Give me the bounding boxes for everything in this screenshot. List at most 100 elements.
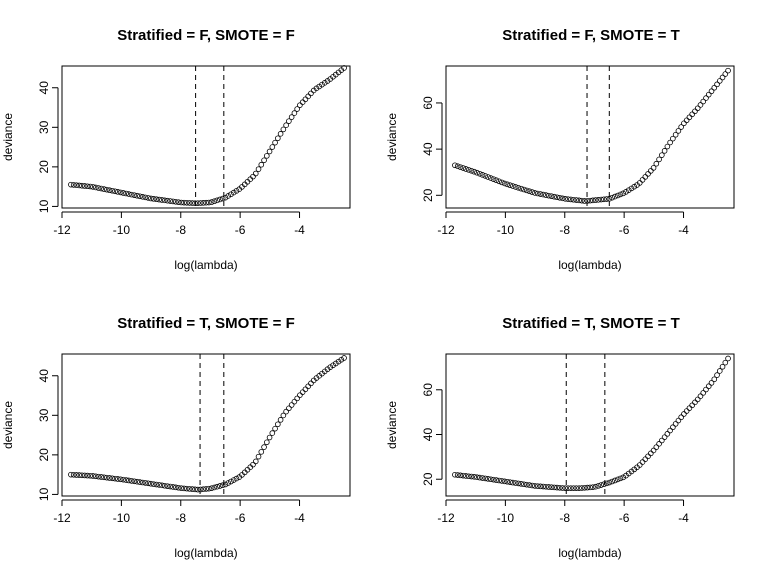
deviance-point bbox=[573, 485, 580, 491]
deviance-point bbox=[501, 478, 508, 485]
chart-title: Stratified = F, SMOTE = F bbox=[117, 27, 295, 44]
deviance-point bbox=[659, 152, 665, 158]
deviance-point bbox=[551, 193, 558, 200]
deviance-point bbox=[460, 165, 466, 171]
deviance-point bbox=[581, 484, 588, 491]
deviance-point bbox=[689, 402, 695, 409]
deviance-point bbox=[319, 81, 325, 88]
deviance-point bbox=[532, 483, 538, 489]
deviance-point bbox=[534, 190, 541, 197]
deviance-point bbox=[308, 380, 314, 387]
deviance-point bbox=[471, 474, 478, 480]
y-tick-label: 40 bbox=[421, 142, 435, 156]
plot-frame bbox=[61, 65, 351, 209]
deviance-point bbox=[526, 482, 533, 488]
deviance-point bbox=[305, 383, 311, 390]
y-axis-label: deviance bbox=[385, 401, 399, 449]
deviance-point bbox=[101, 474, 107, 481]
deviance-point bbox=[181, 485, 187, 492]
deviance-point bbox=[452, 162, 458, 169]
deviance-point bbox=[170, 484, 176, 490]
deviance-point bbox=[153, 196, 160, 203]
deviance-point bbox=[233, 475, 240, 482]
deviance-point bbox=[203, 199, 209, 206]
deviance-point bbox=[288, 402, 295, 408]
deviance-point bbox=[321, 80, 328, 86]
deviance-point bbox=[335, 358, 342, 365]
deviance-point bbox=[705, 91, 712, 98]
deviance-point bbox=[722, 359, 729, 366]
plot-frame bbox=[445, 353, 735, 497]
y-axis-label: deviance bbox=[1, 113, 15, 161]
deviance-point bbox=[667, 139, 673, 146]
deviance-point bbox=[614, 476, 621, 483]
y-tick-label: 20 bbox=[421, 188, 435, 202]
deviance-point bbox=[291, 398, 298, 405]
deviance-point bbox=[250, 173, 256, 180]
deviance-point bbox=[128, 191, 135, 198]
deviance-point bbox=[642, 456, 649, 462]
chart-title: Stratified = F, SMOTE = T bbox=[502, 27, 680, 44]
deviance-point bbox=[468, 473, 475, 480]
deviance-point bbox=[87, 183, 94, 190]
deviance-point bbox=[103, 474, 110, 481]
deviance-point bbox=[117, 476, 124, 483]
deviance-point bbox=[145, 480, 151, 487]
deviance-point bbox=[255, 166, 262, 172]
deviance-point bbox=[664, 143, 671, 150]
deviance-point bbox=[700, 98, 707, 105]
deviance-point bbox=[159, 482, 165, 489]
deviance-point bbox=[189, 486, 196, 492]
deviance-point bbox=[81, 183, 88, 189]
deviance-point bbox=[330, 362, 336, 369]
deviance-point bbox=[457, 472, 464, 479]
deviance-point bbox=[650, 165, 657, 171]
deviance-point bbox=[134, 478, 140, 485]
deviance-point bbox=[496, 477, 502, 484]
x-tick-label: -6 bbox=[619, 223, 630, 237]
deviance-point bbox=[92, 473, 99, 480]
deviance-point bbox=[137, 193, 143, 200]
deviance-point bbox=[565, 196, 571, 202]
deviance-point bbox=[457, 164, 464, 170]
deviance-point bbox=[299, 389, 306, 395]
deviance-point bbox=[515, 480, 522, 487]
deviance-point bbox=[656, 156, 662, 163]
deviance-point bbox=[463, 473, 469, 479]
panel-bottom-right: Stratified = T, SMOTE = T -12 -10 -8 -6 -4 20 4… bbox=[385, 315, 735, 560]
deviance-point bbox=[548, 193, 555, 199]
deviance-point bbox=[87, 472, 94, 479]
deviance-point bbox=[614, 192, 621, 199]
deviance-point bbox=[203, 486, 209, 492]
deviance-point bbox=[507, 182, 513, 189]
deviance-point bbox=[590, 484, 596, 490]
deviance-point bbox=[230, 477, 237, 483]
x-axis-label: log(lambda) bbox=[558, 258, 621, 272]
deviance-point bbox=[181, 199, 187, 206]
deviance-point bbox=[79, 182, 85, 189]
deviance-point bbox=[554, 484, 560, 491]
deviance-point bbox=[703, 95, 709, 101]
deviance-point bbox=[523, 481, 530, 488]
deviance-point bbox=[692, 399, 698, 406]
deviance-point bbox=[689, 111, 695, 118]
deviance-point bbox=[92, 184, 99, 191]
deviance-point bbox=[294, 395, 300, 402]
deviance-point bbox=[252, 170, 259, 177]
deviance-point bbox=[598, 482, 604, 488]
deviance-point bbox=[120, 476, 127, 483]
deviance-point bbox=[471, 168, 478, 175]
deviance-point bbox=[606, 195, 613, 202]
deviance-point bbox=[269, 144, 276, 150]
deviance-point bbox=[653, 444, 660, 450]
deviance-point bbox=[101, 186, 107, 192]
deviance-point bbox=[131, 192, 138, 198]
deviance-point bbox=[228, 191, 234, 198]
deviance-point bbox=[200, 486, 207, 492]
x-tick-label: -12 bbox=[437, 511, 455, 525]
deviance-point bbox=[161, 482, 168, 489]
deviance-point bbox=[700, 390, 707, 396]
deviance-point bbox=[667, 427, 673, 434]
deviance-point bbox=[277, 131, 284, 137]
deviance-point bbox=[175, 484, 182, 491]
